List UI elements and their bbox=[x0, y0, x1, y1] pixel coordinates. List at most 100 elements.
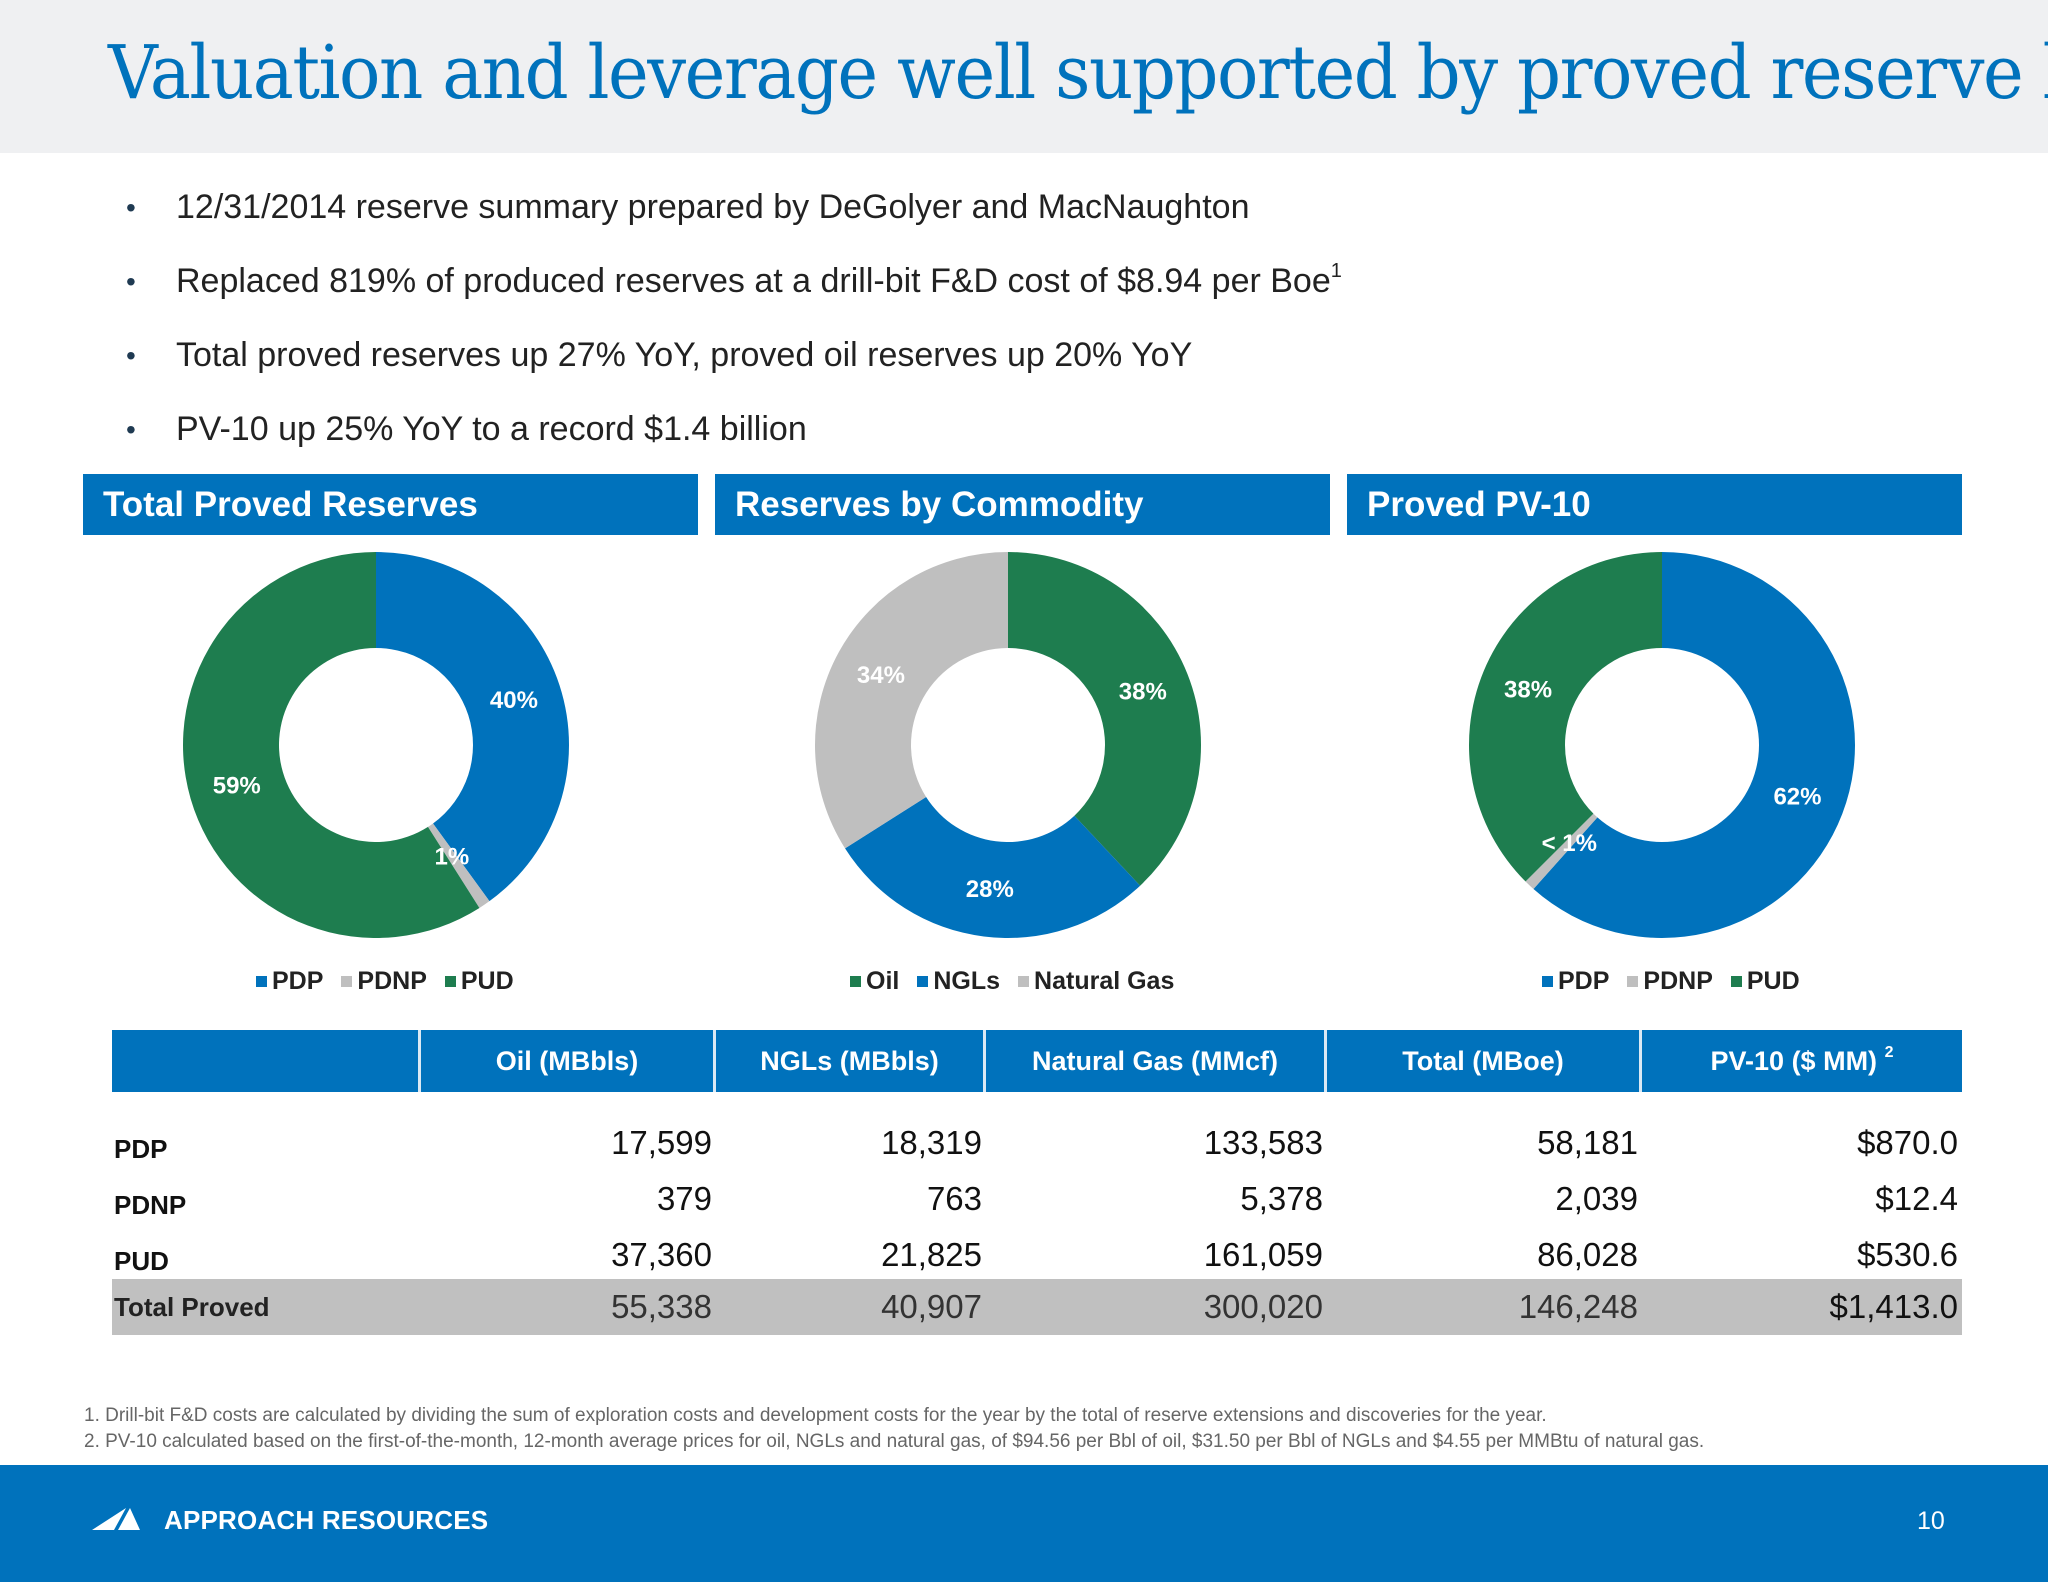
legend-item-oil: Oil bbox=[850, 967, 899, 996]
bullet-dot-icon: • bbox=[126, 192, 136, 223]
page-number: 10 bbox=[1917, 1507, 1945, 1535]
cell-oil: 17,599 bbox=[611, 1124, 712, 1161]
legend-label: Natural Gas bbox=[1034, 966, 1175, 995]
legend-label: PUD bbox=[1746, 966, 1800, 995]
legend-swatch-icon bbox=[850, 975, 861, 987]
legend-item-pdp: PDP bbox=[1542, 967, 1609, 996]
footnote-ref: 1 bbox=[1330, 260, 1342, 282]
bullet-dot-icon: • bbox=[126, 266, 136, 297]
cell-ngls: 763 bbox=[926, 1180, 982, 1217]
data-label-pdp: 62% bbox=[1773, 784, 1821, 811]
bullet-text: 12/31/2014 reserve summary prepared by D… bbox=[176, 188, 1250, 226]
data-label-natural-gas: 34% bbox=[857, 662, 905, 689]
legend-swatch-icon bbox=[444, 975, 456, 987]
donut-slice-pdp bbox=[376, 552, 569, 902]
table-header-total: Total (MBoe) bbox=[1327, 1030, 1642, 1092]
data-label-pud: 38% bbox=[1504, 677, 1552, 704]
footer-bar: APPROACH RESOURCES 10 bbox=[0, 1465, 2048, 1582]
cell-oil: 37,360 bbox=[611, 1236, 712, 1273]
legend-swatch-icon bbox=[917, 975, 929, 987]
company-name: APPROACH RESOURCES bbox=[164, 1505, 489, 1535]
data-label-pdp: 40% bbox=[490, 687, 538, 714]
legend-label: NGLs bbox=[933, 966, 1001, 995]
legend-label: PDP bbox=[1558, 966, 1610, 995]
cell-ngls: 40,907 bbox=[881, 1288, 982, 1325]
donut-slice-pud bbox=[1469, 552, 1662, 882]
donut-chart-proved-pv10: 62% < 1% 38% bbox=[1469, 552, 1855, 938]
table-header-pv10: PV-10 ($ MM) 2 bbox=[1642, 1030, 1962, 1092]
legend-item-pdnp: PDNP bbox=[341, 966, 427, 996]
donut-chart-total-proved-reserves: 40% 1% 59% bbox=[182, 552, 569, 938]
legend-swatch-icon bbox=[1730, 975, 1742, 987]
legend-swatch-icon bbox=[1018, 975, 1030, 987]
bullet-text: PV-10 up 25% YoY to a record $1.4 billio… bbox=[176, 410, 807, 448]
legend-label: PDNP bbox=[357, 966, 427, 995]
table-header-ngls: NGLs (MBbls) bbox=[716, 1030, 986, 1092]
cell-oil: 379 bbox=[656, 1180, 712, 1217]
legend-total-proved-reserves: PDP PDNP PUD bbox=[256, 964, 514, 998]
title-bar: Valuation and leverage well supported by… bbox=[0, 0, 2048, 153]
cell-pv10: $870.0 bbox=[1857, 1124, 1958, 1161]
cell-pv10: $530.6 bbox=[1857, 1236, 1958, 1273]
data-label-ngls: 28% bbox=[966, 876, 1014, 903]
approach-logo-icon bbox=[92, 1508, 140, 1530]
donut-slice-pdnp bbox=[427, 823, 490, 908]
bullet-dot-icon: • bbox=[126, 340, 136, 371]
legend-item-pdp: PDP bbox=[256, 967, 323, 996]
donut-slice-pud bbox=[182, 552, 480, 938]
data-label-pdnp: < 1% bbox=[1542, 830, 1597, 857]
footnote: 1. Drill-bit F&D costs are calculated by… bbox=[84, 1405, 1547, 1426]
legend-swatch-icon bbox=[341, 975, 353, 987]
cell-pv10: $1,413.0 bbox=[1829, 1288, 1958, 1325]
donut-slice-natural-gas bbox=[815, 552, 1008, 849]
table-header-row: Oil (MBbls) NGLs (MBbls) Natural Gas (MM… bbox=[112, 1030, 1962, 1092]
legend-label: PUD bbox=[460, 966, 514, 995]
legend-item-pud: PUD bbox=[444, 966, 514, 996]
cell-natural-gas: 161,059 bbox=[1203, 1236, 1323, 1273]
legend-item-ngls: NGLs bbox=[917, 967, 1000, 996]
donut-slice-pdp bbox=[1533, 552, 1855, 938]
donut-chart-reserves-by-commodity: 38% 28% 34% bbox=[815, 552, 1201, 938]
bullet-text: Replaced 819% of produced reserves at a … bbox=[176, 262, 1331, 300]
footnote-ref: 2 bbox=[1884, 1044, 1894, 1061]
cell-natural-gas: 300,020 bbox=[1203, 1288, 1323, 1325]
row-label: PDP bbox=[114, 1133, 168, 1164]
bullet-text: Total proved reserves up 27% YoY, proved… bbox=[176, 336, 1193, 374]
data-label-oil: 38% bbox=[1119, 679, 1167, 706]
donut-slice-pdnp bbox=[1525, 813, 1598, 889]
legend-label: PDP bbox=[272, 966, 324, 995]
row-label: PDNP bbox=[114, 1189, 187, 1220]
data-label-pud: 59% bbox=[213, 772, 261, 799]
cell-natural-gas: 133,583 bbox=[1203, 1124, 1323, 1161]
table-row: PUD 37,360 21,825 161,059 86,028 $530.6 bbox=[112, 1227, 1962, 1283]
table-row: PDNP 379 763 5,378 2,039 $12.4 bbox=[112, 1171, 1962, 1227]
slide-title: Valuation and leverage well supported by… bbox=[108, 30, 2048, 116]
legend-label: PDNP bbox=[1643, 966, 1713, 995]
cell-total: 146,248 bbox=[1518, 1288, 1638, 1325]
table-total-row: Total Proved 55,338 40,907 300,020 146,2… bbox=[112, 1279, 1962, 1335]
donut-slice-oil bbox=[1008, 552, 1201, 886]
legend-proved-pv10: PDP PDNP PUD bbox=[1542, 964, 1800, 998]
cell-ngls: 21,825 bbox=[881, 1236, 982, 1273]
footnote: 2. PV-10 calculated based on the first-o… bbox=[84, 1431, 1705, 1452]
table-row: PDP 17,599 18,319 133,583 58,181 $870.0 bbox=[112, 1115, 1962, 1171]
row-label: Total Proved bbox=[114, 1291, 270, 1322]
legend-item-pud: PUD bbox=[1730, 966, 1800, 996]
footnotes: 1. Drill-bit F&D costs are calculated by… bbox=[84, 1403, 1704, 1455]
cell-ngls: 18,319 bbox=[881, 1124, 982, 1161]
legend-swatch-icon bbox=[256, 975, 267, 987]
row-label: PUD bbox=[114, 1245, 169, 1276]
panel-header-proved-pv10: Proved PV-10 bbox=[1347, 474, 1962, 535]
panel-header-reserves-by-commodity: Reserves by Commodity bbox=[715, 474, 1330, 535]
bullet-dot-icon: • bbox=[126, 414, 136, 445]
cell-pv10: $12.4 bbox=[1875, 1180, 1958, 1217]
cell-total: 86,028 bbox=[1537, 1236, 1638, 1273]
data-label-pdnp: 1% bbox=[435, 844, 470, 871]
panel-header-total-proved-reserves: Total Proved Reserves bbox=[83, 474, 698, 535]
legend-label: Oil bbox=[866, 966, 900, 995]
legend-item-natural-gas: Natural Gas bbox=[1018, 967, 1174, 996]
cell-natural-gas: 5,378 bbox=[1240, 1180, 1323, 1217]
legend-reserves-by-commodity: Oil NGLs Natural Gas bbox=[850, 964, 1174, 998]
legend-swatch-icon bbox=[1627, 975, 1639, 987]
cell-oil: 55,338 bbox=[611, 1288, 712, 1325]
